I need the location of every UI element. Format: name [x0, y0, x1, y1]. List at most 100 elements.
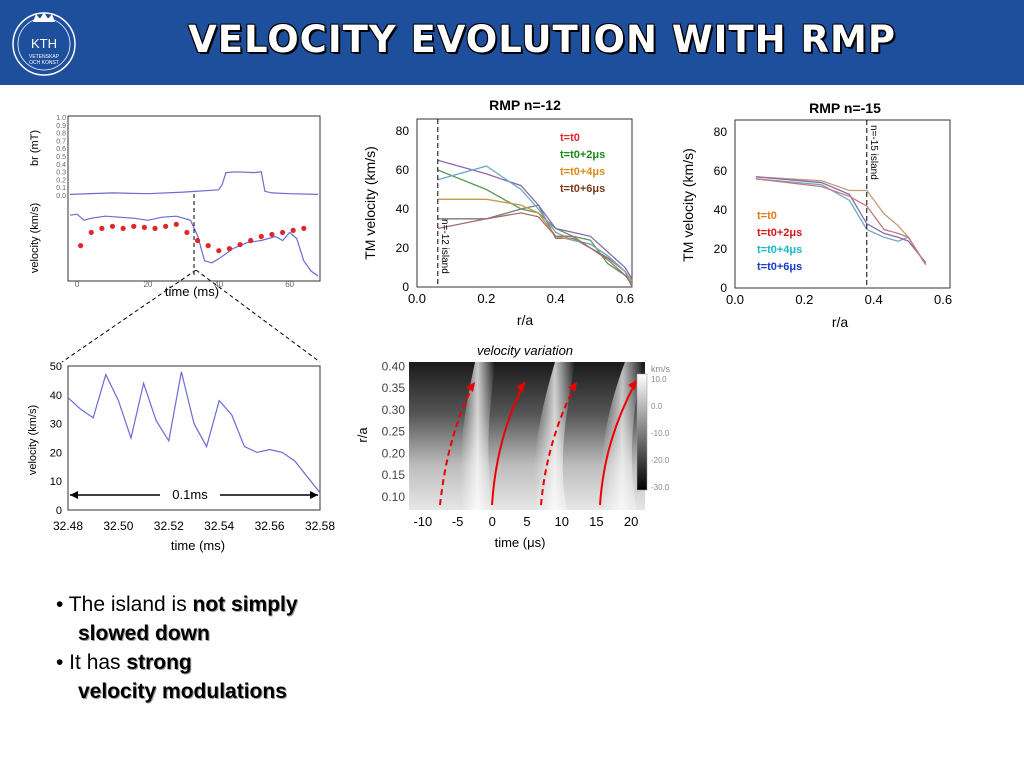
velocity-variation-figure: velocity variation -10 -5 0 5 10 15 20 0.40 0.35… [355, 343, 670, 550]
br-y-tick: 1.0 [56, 115, 66, 122]
br-y-tick: 0.6 [56, 146, 66, 153]
velocity-point [290, 227, 296, 233]
rmp15-frame [734, 119, 951, 289]
heatmap-arrowhead-2 [516, 382, 525, 392]
rmp12-legend-item: t=t0+2μs [560, 149, 605, 161]
rmp15-legend-item: t=t0+2μs [757, 227, 802, 239]
bullet-2-pre: • It has [56, 651, 127, 674]
rmp15-x-label: r/a [832, 314, 849, 330]
rmp15-x-tick: 0.0 [726, 292, 744, 307]
velocity-point [163, 223, 169, 229]
heatmap-x-tick: -10 [413, 514, 432, 529]
heatmap-title: velocity variation [477, 343, 573, 358]
heatmap-band-1 [460, 362, 495, 510]
rmp12-series-group [437, 159, 633, 288]
rmp12-title: RMP n=-12 [489, 97, 561, 113]
zoom-y-tick: 40 [50, 390, 62, 402]
bullet-1-emphasis: not simply [192, 593, 298, 616]
bullet-1: • The island is not simply [56, 590, 298, 619]
rmp12-island-label: n=-12 island [439, 219, 450, 274]
br-series-group [69, 171, 319, 195]
rmp12-legend-item: t=t0+4μs [560, 166, 605, 178]
br-y-ticks: 1.00.90.80.70.60.50.40.30.20.10.0 [56, 115, 66, 200]
velocity-point [78, 243, 84, 249]
zoom-x-tick: 32.54 [204, 519, 234, 533]
zoom-x-tick: 32.50 [103, 519, 133, 533]
zoom-y-tick: 10 [50, 476, 62, 488]
velocity-point [173, 221, 179, 227]
velocity-x-tick: 40 [214, 280, 223, 289]
rmp15-legend-item: t=t0+6μs [757, 261, 802, 273]
heatmap-colorbar [636, 373, 648, 491]
rmp12-series-5 [437, 212, 633, 286]
zoom-figure: 32.48 32.50 32.52 32.54 32.56 32.58 0 10 20 30 40 5… [27, 361, 335, 553]
velocity-x-tick: 60 [285, 280, 294, 289]
colorbar-tick: 0.0 [651, 402, 663, 411]
rmp12-legend: t=t0 t=t0+2μs t=t0+4μs t=t0+6μs [560, 132, 605, 195]
zoom-annotation-bg [160, 485, 220, 503]
br-series-0 [69, 171, 319, 195]
velocity-point [205, 243, 211, 249]
heatmap-x-tick: 5 [523, 514, 530, 529]
velocity-point [152, 225, 158, 231]
velocity-point [194, 237, 201, 244]
rmp12-legend-item: t=t0+6μs [560, 183, 605, 195]
heatmap-x-label: time (μs) [495, 535, 546, 550]
velocity-point [120, 225, 126, 231]
rmp12-series-0 [437, 204, 633, 288]
rmp15-series-3 [755, 178, 927, 265]
zoom-x-tick: 32.48 [53, 519, 83, 533]
logo-name: KTH [31, 36, 57, 51]
br-y-tick: 0.5 [56, 154, 66, 161]
zoom-x-tick: 32.58 [305, 519, 335, 533]
velocity-point [109, 223, 116, 229]
br-y-tick: 0.2 [56, 177, 66, 184]
colorbar-ticks: 10.0 0.0 -10.0 -20.0 -30.0 [651, 375, 670, 492]
rmp15-y-tick: 0 [720, 281, 727, 295]
rmp12-y-tick: 0 [402, 280, 409, 294]
rmp12-ticks: 0.0 0.2 0.4 0.6 0 20 40 60 80 [396, 124, 634, 306]
br-y-tick: 0.7 [56, 138, 66, 145]
heatmap-y-tick: 0.35 [382, 381, 406, 395]
rmp12-y-tick: 80 [396, 124, 410, 138]
logo-line1: VETENSKAP [29, 54, 60, 60]
br-velocity-frame [67, 115, 321, 282]
zoom-x-tick: 32.52 [154, 519, 184, 533]
heatmap-ticks: -10 -5 0 5 10 15 20 0.40 0.35 0.30 0.25 0.20 0.15 0.1… [382, 359, 639, 529]
rmp12-y-tick: 60 [396, 163, 410, 177]
velocity-point [184, 229, 190, 236]
rmp12-x-tick: 0.2 [477, 291, 495, 306]
rmp12-series-1 [437, 169, 633, 284]
heatmap-arrow-1 [439, 381, 476, 506]
rmp12-figure: RMP n=-12 0.0 0.2 0.4 0.6 0 20 40 60 80 TM veloc… [362, 97, 634, 328]
rmp12-legend-item: t=t0 [560, 132, 580, 144]
heatmap-y-tick: 0.15 [382, 468, 406, 482]
velocity-series-group [69, 213, 319, 277]
colorbar-unit: km/s [651, 364, 670, 374]
rmp15-legend: t=t0 t=t0+2μs t=t0+4μs t=t0+6μs [757, 210, 802, 273]
zoom-x-label: time (ms) [171, 538, 225, 553]
colorbar-tick: -20.0 [651, 456, 670, 465]
zoom-frame [67, 365, 321, 511]
rmp15-ticks: 0.0 0.2 0.4 0.6 0 20 40 60 80 [714, 125, 952, 307]
rmp15-y-tick: 60 [714, 164, 728, 178]
rmp12-frame [416, 118, 633, 288]
heatmap-y-tick: 0.20 [382, 446, 406, 460]
br-y-tick: 0.4 [56, 162, 66, 169]
rmp12-y-label: TM velocity (km/s) [362, 146, 378, 260]
rmp12-series-2 [437, 198, 633, 282]
velocity-x-tick: 0 [75, 280, 80, 289]
rmp15-y-tick: 20 [714, 242, 728, 256]
rmp12-y-tick: 20 [396, 241, 410, 255]
heatmap-arrow-2 [491, 381, 526, 506]
rmp15-series-group [755, 176, 927, 265]
bullet-2-emphasis: strong [126, 651, 192, 674]
zoom-y-label: velocity (km/s) [27, 405, 39, 475]
rmp15-x-tick: 0.6 [934, 292, 952, 307]
zoom-y-tick: 0 [56, 505, 62, 517]
rmp12-x-tick: 0.0 [408, 291, 426, 306]
bullet-2-continuation: velocity modulations [78, 680, 287, 703]
br-velocity-figure: 1.00.90.80.70.60.50.40.30.20.10.0 br (mT… [29, 115, 321, 299]
heatmap-arrowhead-1 [466, 382, 475, 392]
logo-line2: OCH KONST [29, 60, 59, 66]
